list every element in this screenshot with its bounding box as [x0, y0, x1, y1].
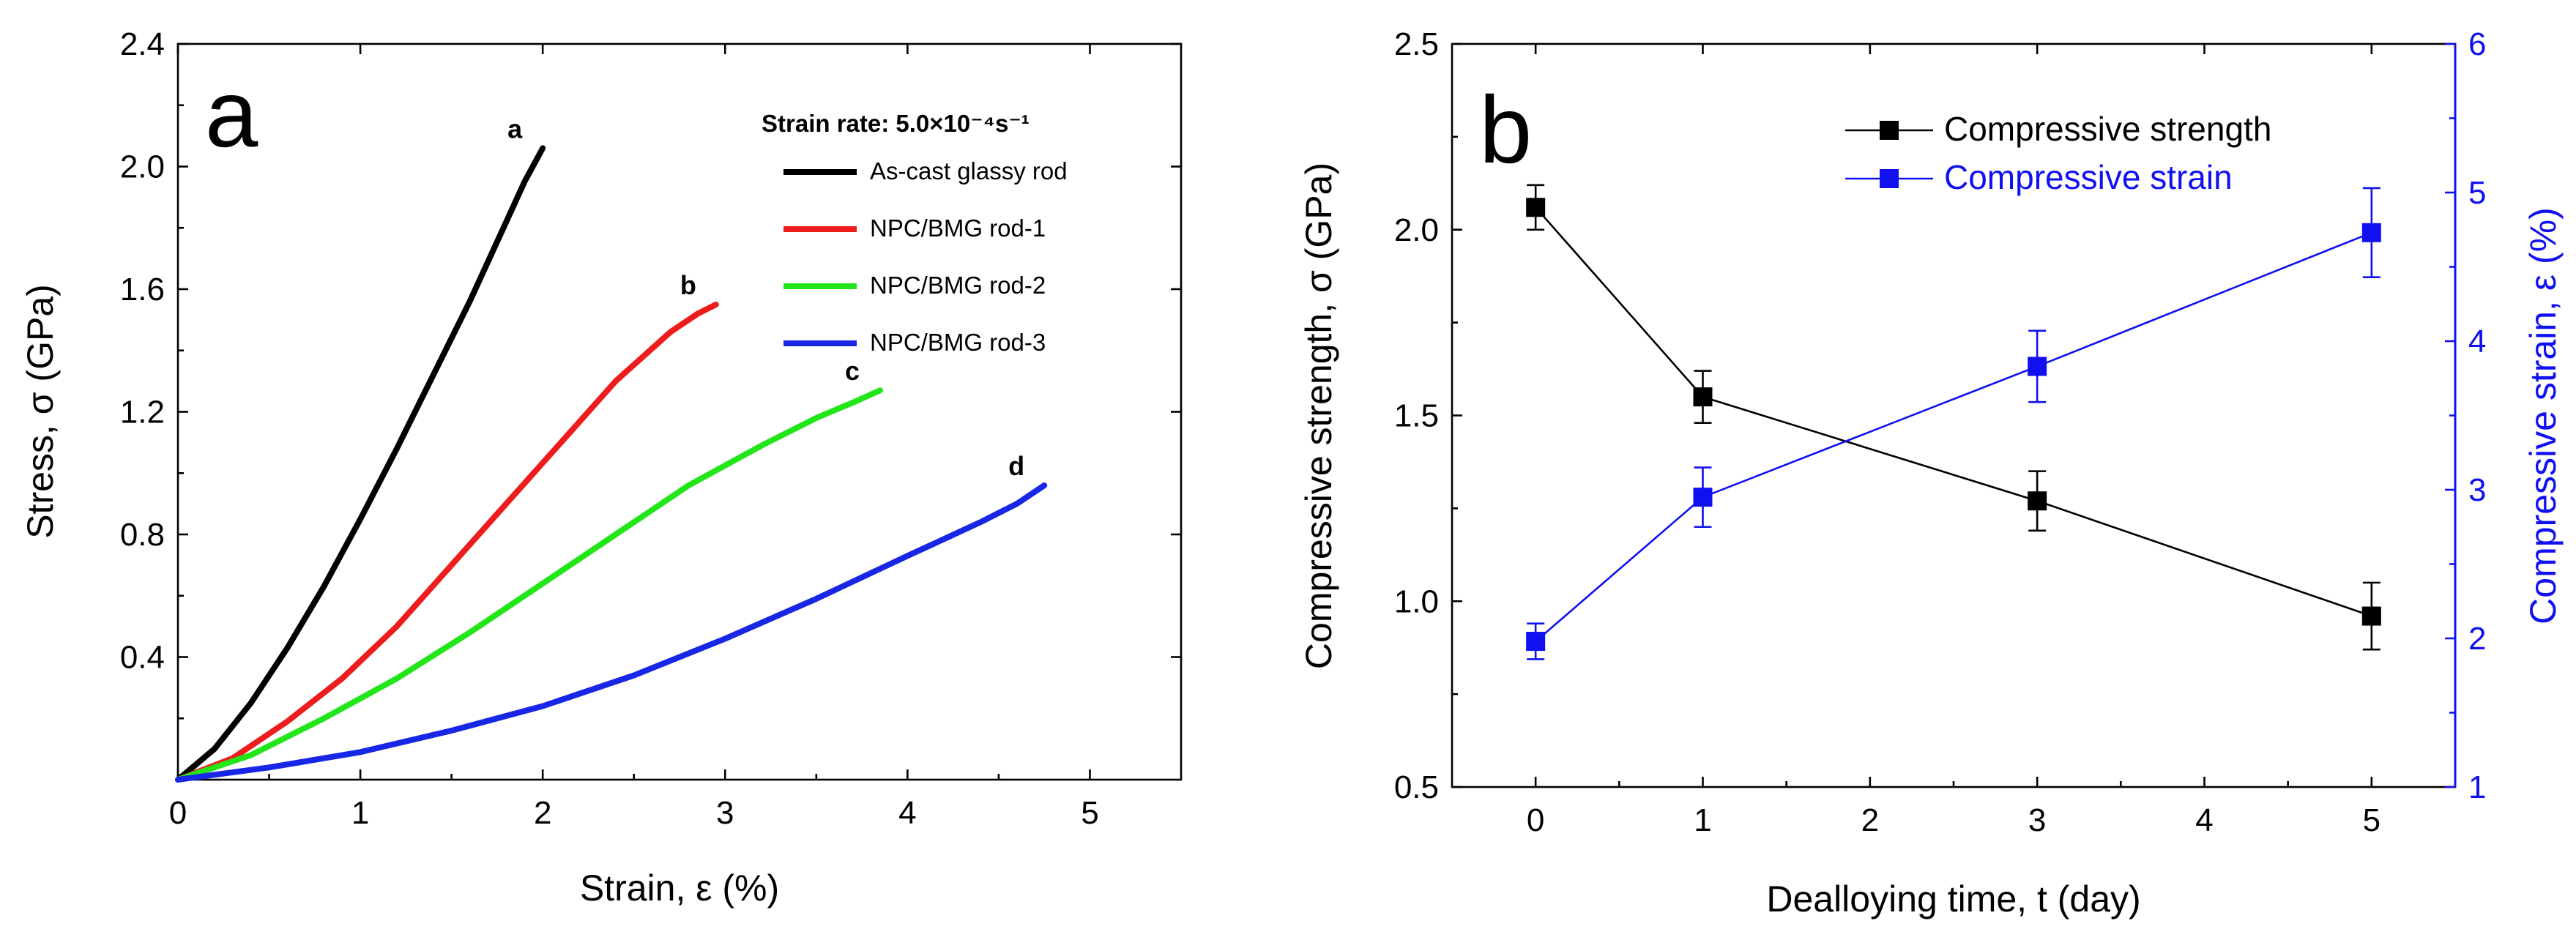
x-tick-label-b: 2: [1861, 802, 1879, 838]
y-tick-label-b: 0.5: [1394, 769, 1439, 805]
y-axis-left-b: 0.5 1.0 1.5 2.0 2.5: [1394, 26, 1462, 805]
y-axis-title-left-b: Compressive strength, σ (GPa): [1298, 163, 1339, 669]
y-tick-label-b: 1.0: [1394, 583, 1439, 619]
data-point-strain: [2361, 223, 2381, 242]
x-tick-label-a: 5: [1081, 795, 1098, 831]
data-point-strength: [2361, 606, 2381, 626]
x-tick-label-b: 4: [2195, 802, 2213, 838]
legend-marker-strain: [1880, 169, 1899, 188]
series-line-b: [175, 301, 719, 783]
data-point-strain: [2028, 357, 2047, 376]
y2-tick-label-b: 2: [2468, 621, 2486, 657]
x-axis-b: 0 1 2 3 4 5: [1527, 44, 2380, 838]
y-tick-label-a: 1.6: [120, 272, 165, 307]
y-tick-label-a: 1.2: [120, 395, 165, 430]
y-axis-title-a: Stress, σ (GPa): [20, 284, 61, 539]
legend-item-a: NPC/BMG rod-3: [870, 329, 1046, 356]
x-axis-title-a: Strain, ε (%): [580, 868, 779, 909]
y2-tick-label-b: 1: [2468, 769, 2486, 805]
series-group-a: [175, 145, 1048, 783]
x-tick-label-a: 0: [169, 795, 187, 831]
legend-a: Strain rate: 5.0×10⁻⁴s⁻¹ As-cast glassy …: [762, 110, 1068, 356]
x-tick-label-a: 3: [716, 795, 734, 831]
series-line-a: [175, 145, 546, 783]
legend-item-a: NPC/BMG rod-1: [870, 215, 1046, 242]
legend-marker-strength: [1880, 121, 1899, 140]
curve-end-label-b: b: [680, 270, 696, 300]
y2-tick-label-b: 3: [2468, 472, 2486, 508]
curve-end-labels-a: a b c d: [507, 113, 1024, 481]
legend-item-a: As-cast glassy rod: [870, 157, 1068, 184]
curve-end-label-d: d: [1008, 451, 1024, 481]
curve-end-label-c: c: [845, 356, 860, 386]
x-axis-title-b: Dealloying time, t (day): [1766, 879, 2140, 920]
series-line-d: [175, 482, 1048, 783]
x-tick-label-a: 2: [534, 795, 551, 831]
y-tick-label-b: 1.5: [1394, 398, 1439, 434]
x-tick-label-b: 3: [2028, 802, 2046, 838]
y-tick-label-b: 2.0: [1394, 212, 1439, 248]
legend-item-strength: Compressive strength: [1944, 110, 2271, 148]
curve-end-label-a: a: [507, 113, 523, 143]
series-group-b: [1526, 184, 2381, 660]
legend-item-a: NPC/BMG rod-2: [870, 272, 1046, 299]
series-line-strain: [1535, 231, 2372, 643]
x-tick-label-a: 1: [351, 795, 369, 831]
legend-item-strain: Compressive strain: [1944, 158, 2233, 196]
data-point-strength: [2028, 491, 2047, 511]
panel-label-a: a: [205, 60, 258, 167]
x-tick-label-b: 1: [1694, 802, 1711, 838]
y-tick-label-a: 0.8: [120, 517, 165, 553]
data-point-strain: [1693, 488, 1713, 507]
y-axis-title-right-b: Compressive strain, ε (%): [2523, 207, 2564, 624]
plot-frame-a: [176, 42, 1183, 781]
series-line-c: [175, 387, 883, 783]
x-tick-label-a: 4: [898, 795, 916, 831]
y-axis-a: 0.4 0.8 1.2 1.6 2.0 2.4: [120, 26, 1181, 720]
y-axis-right-b: 1 2 3 4 5 6: [2445, 26, 2486, 805]
series-line-strength: [1535, 206, 2372, 617]
plot-frame-b: [1451, 42, 2457, 788]
chart-panel-a: 0 1 2 3 4 5 0.4 0.8 1.2 1.6 2.0 2.4 a b c d a Strain,…: [20, 26, 1183, 909]
x-axis-a: 0 1 2 3 4 5: [169, 44, 1099, 831]
data-point-strain: [1526, 632, 1546, 652]
legend-title-a: Strain rate: 5.0×10⁻⁴s⁻¹: [762, 110, 1030, 137]
y-tick-label-a: 2.0: [120, 149, 165, 185]
chart-panel-b: 0 1 2 3 4 5 0.5 1.0 1.5 2.0 2.5 1 2 3 4 5 6 b Dealloyi…: [1298, 26, 2564, 920]
data-point-strength: [1526, 198, 1546, 217]
y2-tick-label-b: 6: [2468, 26, 2486, 62]
x-tick-label-b: 0: [1527, 802, 1544, 838]
y-tick-label-a: 0.4: [120, 640, 165, 676]
y2-tick-label-b: 4: [2468, 324, 2486, 359]
data-point-strength: [1693, 387, 1713, 407]
legend-b: Compressive strength Compressive strain: [1845, 110, 2271, 196]
y-tick-label-b: 2.5: [1394, 26, 1439, 62]
y2-tick-label-b: 5: [2468, 175, 2486, 211]
y-tick-label-a: 2.4: [120, 26, 165, 62]
panel-label-b: b: [1479, 76, 1532, 183]
x-tick-label-b: 5: [2363, 802, 2380, 838]
